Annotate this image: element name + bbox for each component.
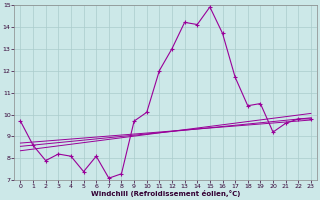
X-axis label: Windchill (Refroidissement éolien,°C): Windchill (Refroidissement éolien,°C) — [91, 190, 240, 197]
